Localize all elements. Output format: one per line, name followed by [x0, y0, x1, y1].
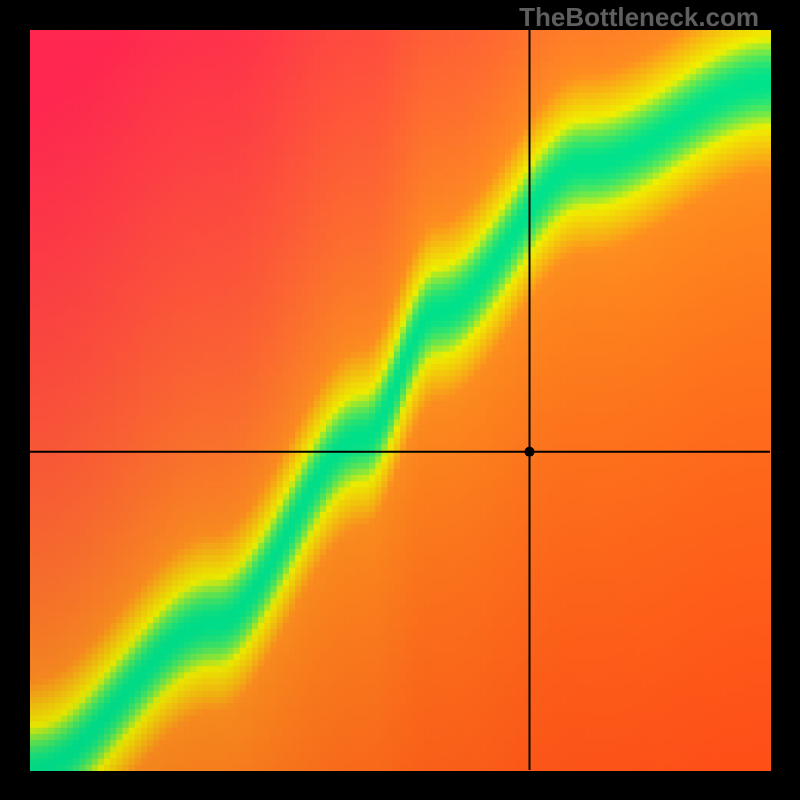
bottleneck-heatmap [0, 0, 800, 800]
watermark-text: TheBottleneck.com [519, 2, 759, 33]
chart-container: TheBottleneck.com [0, 0, 800, 800]
